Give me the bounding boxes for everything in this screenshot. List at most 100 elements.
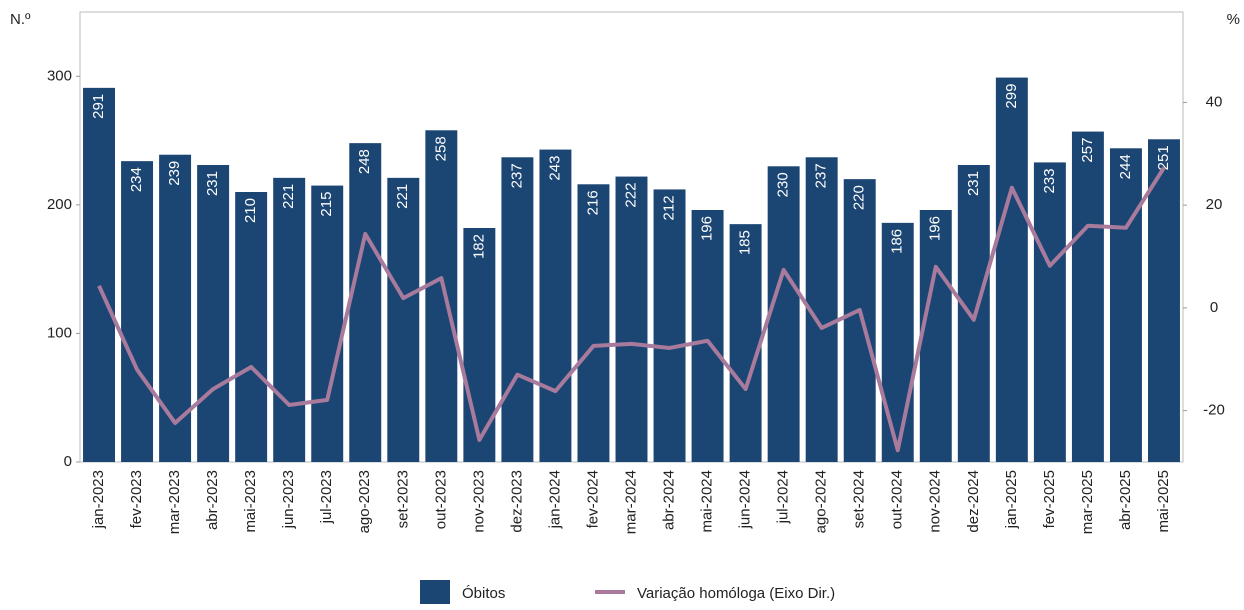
bar bbox=[1148, 139, 1180, 463]
value-label: 258 bbox=[432, 136, 449, 161]
y-tick-label: 300 bbox=[47, 67, 72, 84]
bar bbox=[1033, 162, 1066, 462]
value-label: 244 bbox=[1117, 154, 1134, 179]
x-tick-label: abr-2024 bbox=[661, 470, 678, 530]
x-tick-label: jul-2024 bbox=[775, 470, 792, 524]
x-tick-label: mar-2025 bbox=[1079, 470, 1096, 534]
bar bbox=[995, 77, 1028, 463]
value-label: 186 bbox=[889, 229, 906, 254]
bar bbox=[539, 149, 572, 463]
y-axis-label: N.º bbox=[10, 11, 31, 28]
x-tick-label: ago-2023 bbox=[356, 470, 373, 533]
y-tick-label: 200 bbox=[47, 196, 72, 213]
x-tick-label: fev-2025 bbox=[1041, 470, 1058, 528]
x-tick-label: jun-2023 bbox=[280, 470, 297, 529]
bar bbox=[159, 154, 192, 462]
x-tick-label: mai-2023 bbox=[242, 470, 259, 533]
x-tick-label: nov-2024 bbox=[927, 470, 944, 533]
value-label: 210 bbox=[242, 198, 259, 223]
value-label: 212 bbox=[661, 195, 678, 220]
x-tick-label: abr-2023 bbox=[204, 470, 221, 530]
value-label: 231 bbox=[965, 171, 982, 196]
x-tick-label: out-2024 bbox=[889, 470, 906, 529]
line bbox=[97, 166, 1166, 453]
bar bbox=[1109, 148, 1142, 463]
x-tick-label: mar-2024 bbox=[622, 470, 639, 534]
bar bbox=[577, 184, 610, 463]
x-tick-label: mar-2023 bbox=[166, 470, 183, 534]
value-label: 230 bbox=[775, 172, 792, 197]
bar bbox=[349, 143, 382, 462]
value-label: 182 bbox=[470, 234, 487, 259]
value-label: 237 bbox=[508, 163, 525, 188]
x-tick-label: jan-2023 bbox=[90, 470, 107, 529]
bar bbox=[273, 177, 306, 462]
bar bbox=[311, 185, 344, 463]
x-tick-label: set-2024 bbox=[851, 470, 868, 528]
bar bbox=[425, 130, 458, 463]
legend-swatch bbox=[420, 580, 450, 604]
value-label: 233 bbox=[1041, 168, 1058, 193]
x-tick-label: mai-2024 bbox=[699, 470, 716, 533]
value-label: 221 bbox=[394, 184, 411, 209]
value-label: 185 bbox=[737, 230, 754, 255]
x-tick-label: jul-2023 bbox=[318, 470, 335, 524]
value-label: 196 bbox=[927, 216, 944, 241]
bar bbox=[501, 157, 534, 463]
x-tick-label: jan-2025 bbox=[1003, 470, 1020, 529]
bar bbox=[387, 177, 420, 462]
x-tick-label: fev-2023 bbox=[128, 470, 145, 528]
legend-label: Variação homóloga (Eixo Dir.) bbox=[637, 585, 835, 602]
bar bbox=[235, 192, 268, 462]
value-label: 243 bbox=[546, 156, 563, 181]
bar bbox=[653, 189, 686, 462]
value-label: 216 bbox=[584, 190, 601, 215]
value-label: 220 bbox=[851, 185, 868, 210]
x-tick-label: fev-2024 bbox=[584, 470, 601, 528]
value-label: 239 bbox=[166, 161, 183, 186]
value-label: 234 bbox=[128, 167, 145, 192]
y2-tick-label: -20 bbox=[1203, 402, 1225, 419]
bar bbox=[1071, 131, 1104, 463]
bar bbox=[463, 228, 496, 462]
value-label: 215 bbox=[318, 192, 335, 217]
x-tick-label: nov-2023 bbox=[470, 470, 487, 533]
bar bbox=[83, 87, 115, 462]
x-tick-label: ago-2024 bbox=[813, 470, 830, 533]
x-tick-label: jun-2024 bbox=[737, 470, 754, 529]
value-label: 299 bbox=[1003, 84, 1020, 109]
y2-tick-label: 0 bbox=[1210, 299, 1218, 316]
x-tick-label: dez-2024 bbox=[965, 470, 982, 533]
x-tick-label: dez-2023 bbox=[508, 470, 525, 533]
bar bbox=[881, 222, 914, 462]
bar bbox=[767, 166, 800, 463]
x-tick-label: out-2023 bbox=[432, 470, 449, 529]
bar bbox=[197, 165, 230, 462]
value-label: 231 bbox=[204, 171, 221, 196]
x-tick-label: set-2023 bbox=[394, 470, 411, 528]
x-tick-label: abr-2025 bbox=[1117, 470, 1134, 530]
bar bbox=[919, 210, 952, 462]
value-label: 248 bbox=[356, 149, 373, 174]
y-tick-label: 100 bbox=[47, 324, 72, 341]
legend-label: Óbitos bbox=[462, 585, 505, 602]
value-label: 291 bbox=[90, 94, 107, 119]
bar bbox=[615, 176, 648, 463]
y2-axis-label: % bbox=[1227, 11, 1240, 28]
bar bbox=[691, 210, 724, 462]
y2-tick-label: 40 bbox=[1206, 93, 1223, 110]
bar bbox=[121, 161, 154, 462]
value-label: 196 bbox=[699, 216, 716, 241]
x-tick-label: jan-2024 bbox=[546, 470, 563, 529]
x-tick-label: mai-2025 bbox=[1155, 470, 1172, 533]
value-label: 221 bbox=[280, 184, 297, 209]
value-label: 257 bbox=[1079, 138, 1096, 163]
bar bbox=[843, 179, 876, 462]
y2-tick-label: 20 bbox=[1206, 196, 1223, 213]
value-label: 222 bbox=[622, 183, 639, 208]
value-label: 251 bbox=[1155, 145, 1172, 170]
y-tick-label: 0 bbox=[64, 453, 72, 470]
bar bbox=[729, 224, 762, 462]
value-label: 237 bbox=[813, 163, 830, 188]
